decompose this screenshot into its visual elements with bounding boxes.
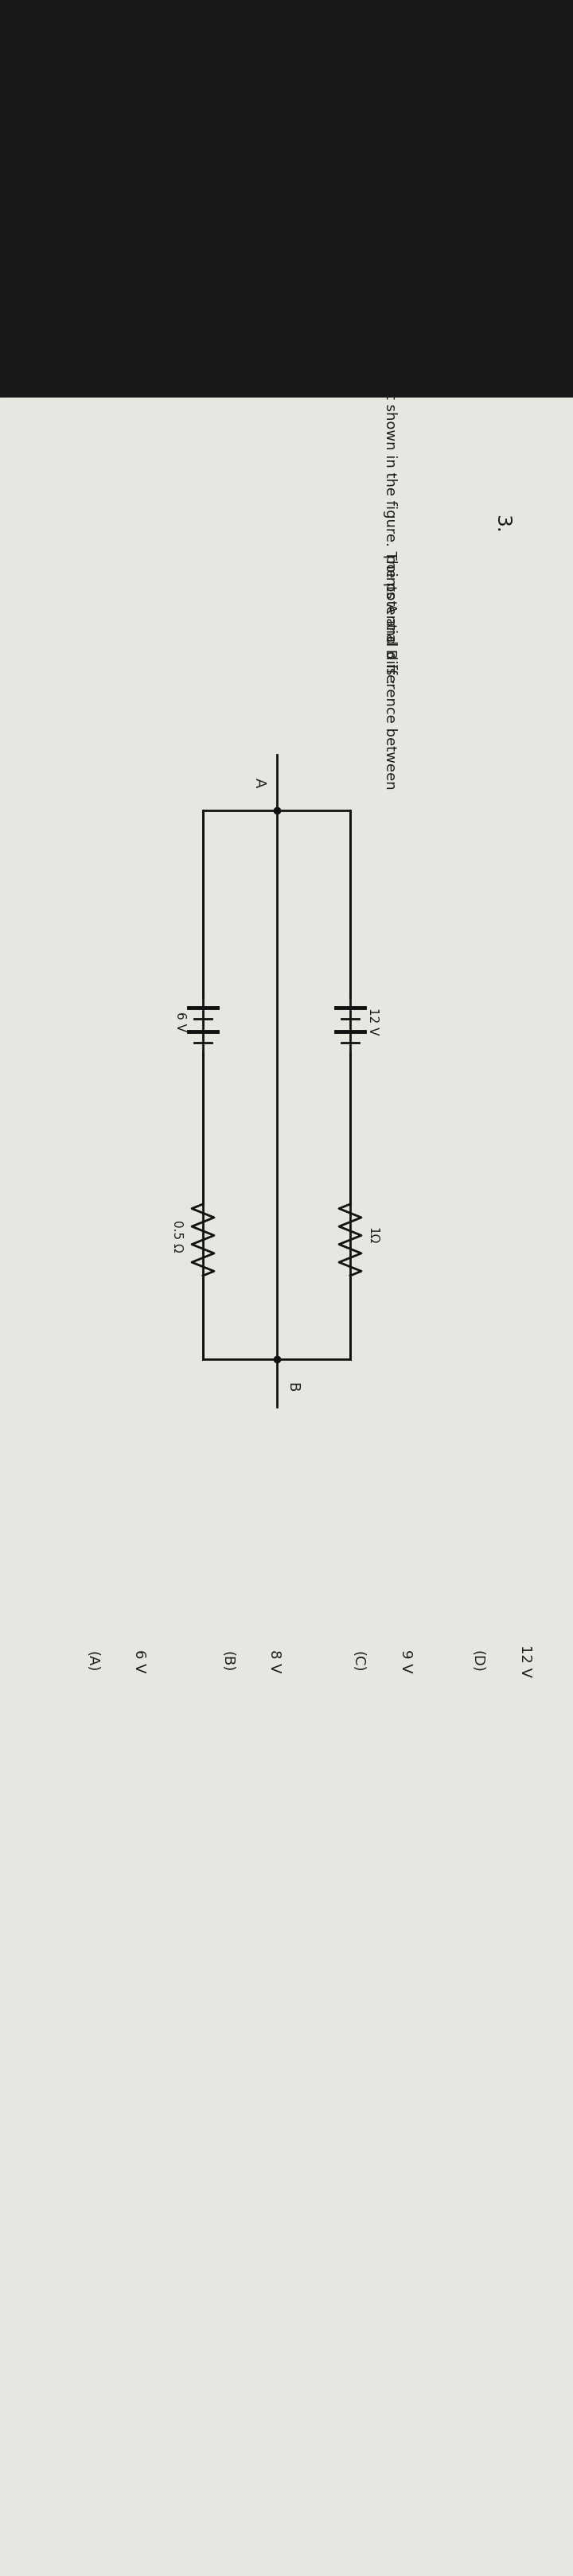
Text: B: B bbox=[285, 1383, 300, 1391]
Bar bbox=[0, 0, 573, 397]
Text: 1Ω: 1Ω bbox=[367, 1226, 378, 1244]
Text: 3.: 3. bbox=[492, 515, 511, 533]
Text: (A): (A) bbox=[84, 1651, 99, 1672]
Text: (D): (D) bbox=[470, 1651, 485, 1672]
Text: Consider the circuit shown in the figure. The potential difference between: Consider the circuit shown in the figure… bbox=[383, 260, 397, 788]
Text: A: A bbox=[252, 778, 266, 788]
Text: 12 V: 12 V bbox=[367, 1007, 378, 1036]
Text: 12 V: 12 V bbox=[518, 1646, 532, 1677]
Text: 6 V: 6 V bbox=[132, 1649, 147, 1674]
Text: 0.5 Ω: 0.5 Ω bbox=[171, 1218, 183, 1252]
Text: (B): (B) bbox=[219, 1651, 234, 1672]
Text: points A and B is :: points A and B is : bbox=[383, 554, 397, 685]
Text: 6 V: 6 V bbox=[175, 1012, 187, 1030]
Text: 9 V: 9 V bbox=[399, 1649, 413, 1674]
Text: 8 V: 8 V bbox=[268, 1649, 282, 1674]
Bar bbox=[0, 397, 573, 2576]
Text: (C): (C) bbox=[351, 1651, 366, 1672]
